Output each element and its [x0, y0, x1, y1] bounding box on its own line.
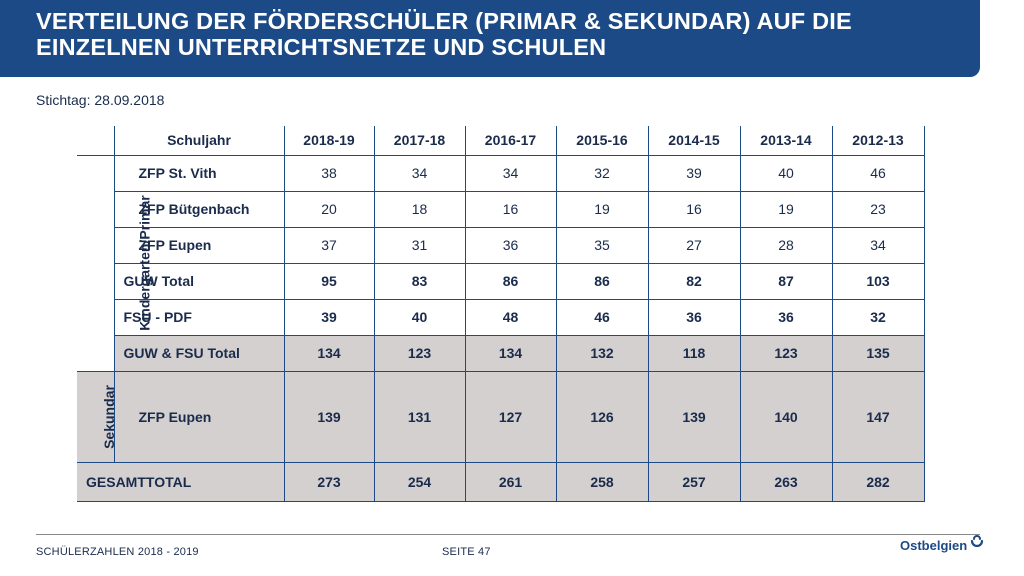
row-label: GESAMTTOTAL: [77, 462, 285, 502]
table-cell: 31: [374, 227, 466, 264]
table-cell: 86: [465, 263, 557, 300]
table-cell: 32: [556, 155, 649, 192]
reference-date: Stichtag: 28.09.2018: [36, 92, 165, 108]
table-row: GUW Total 95 83 86 86 82 87 103: [77, 263, 925, 300]
slide-title-line-2: EINZELNEN UNTERRICHTSNETZE UND SCHULEN: [36, 34, 607, 60]
logo-wordmark: Ostbelgien: [900, 538, 968, 553]
row-label: GUW & FSU Total: [114, 335, 285, 372]
table-cell: 39: [648, 155, 741, 192]
footer-page-number: SEITE 47: [442, 546, 491, 558]
slide-title: VERTEILUNG DER FÖRDERSCHÜLER (PRIMAR & S…: [36, 8, 966, 60]
table-cell: 34: [832, 227, 925, 264]
table-cell: 34: [465, 155, 557, 192]
header-year: 2015-16: [556, 126, 649, 156]
table-cell: 46: [832, 155, 925, 192]
table-cell: 40: [740, 155, 833, 192]
table-cell: 20: [284, 191, 375, 228]
header-year: 2014-15: [648, 126, 741, 156]
table-cell: 257: [648, 462, 741, 502]
ostbelgien-logo: Ostbelgien: [900, 535, 984, 553]
table-cell: 86: [556, 263, 649, 300]
table-cell: 82: [648, 263, 741, 300]
table-cell: 118: [648, 335, 741, 372]
table-cell: 123: [374, 335, 466, 372]
table-cell: 87: [740, 263, 833, 300]
table-cell: 16: [648, 191, 741, 228]
header-band: [0, 0, 980, 77]
table-header-row: Schuljahr 2018-19 2017-18 2016-17 2015-1…: [77, 126, 925, 156]
header-year: 2017-18: [374, 126, 466, 156]
table-cell: 18: [374, 191, 466, 228]
row-label: GUW Total: [114, 263, 285, 300]
table-cell: 46: [556, 299, 649, 336]
table-row-total: GESAMTTOTAL 273 254 261 258 257 263 282: [77, 462, 925, 502]
table-cell: 261: [465, 462, 557, 502]
table-row: ZFP Eupen 37 31 36 35 27 28 34: [77, 227, 925, 264]
slide-title-line-1: VERTEILUNG DER FÖRDERSCHÜLER (PRIMAR & S…: [36, 8, 852, 34]
row-label: ZFP St. Vith: [114, 155, 285, 192]
table-cell: 16: [465, 191, 557, 228]
group-label-sekundar-text: Sekundar: [100, 384, 117, 449]
table-cell: 139: [648, 371, 741, 463]
table-cell: 135: [832, 335, 925, 372]
table-cell: 134: [284, 335, 375, 372]
table-cell: 134: [465, 335, 557, 372]
table-cell: 95: [284, 263, 375, 300]
pupil-distribution-table: Schuljahr 2018-19 2017-18 2016-17 2015-1…: [77, 126, 925, 502]
row-label: ZFP Eupen: [114, 227, 285, 264]
row-label: ZFP Bütgenbach: [114, 191, 285, 228]
header-year: 2012-13: [832, 126, 925, 156]
table-row: Sekundar ZFP Eupen 139 131 127 126 139 1…: [77, 371, 925, 463]
table-cell: 23: [832, 191, 925, 228]
footer-divider: [36, 534, 980, 535]
table-cell: 103: [832, 263, 925, 300]
table-cell: 123: [740, 335, 833, 372]
table-cell: 40: [374, 299, 466, 336]
logo-swirl-icon: [970, 533, 984, 552]
table-cell: 132: [556, 335, 649, 372]
table-cell: 19: [740, 191, 833, 228]
row-label: ZFP Eupen: [114, 371, 285, 463]
table-cell: 38: [284, 155, 375, 192]
table-cell: 37: [284, 227, 375, 264]
header-year: 2018-19: [284, 126, 375, 156]
table-cell: 36: [465, 227, 557, 264]
table-cell: 126: [556, 371, 649, 463]
footer-document-title: SCHÜLERZAHLEN 2018 - 2019: [36, 546, 199, 558]
table-cell: 48: [465, 299, 557, 336]
corner-cell: [77, 126, 114, 155]
table-cell: 27: [648, 227, 741, 264]
table-cell: 32: [832, 299, 925, 336]
table-cell: 147: [832, 371, 925, 463]
table-cell: 19: [556, 191, 649, 228]
group-label-sekundar: Sekundar: [77, 371, 117, 463]
table-row: GUW & FSU Total 134 123 134 132 118 123 …: [77, 335, 925, 372]
table-cell: 263: [740, 462, 833, 502]
row-label: FSU - PDF: [114, 299, 285, 336]
table-cell: 36: [648, 299, 741, 336]
table-cell: 36: [740, 299, 833, 336]
table-row: FSU - PDF 39 40 48 46 36 36 32: [77, 299, 925, 336]
table-cell: 258: [556, 462, 649, 502]
table-cell: 282: [832, 462, 925, 502]
table-row: ZFP Bütgenbach 20 18 16 19 16 19 23: [77, 191, 925, 228]
table-row: Kindergarten/Primar ZFP St. Vith 38 34 3…: [77, 154, 925, 372]
table-cell: 34: [374, 155, 466, 192]
table-cell: 254: [374, 462, 466, 502]
table-cell: 131: [374, 371, 466, 463]
header-schuljahr: Schuljahr: [113, 126, 285, 156]
group-label-primar-text: Kindergarten/Primar: [136, 195, 153, 331]
table-cell: 39: [284, 299, 375, 336]
table-cell: 127: [465, 371, 557, 463]
header-year: 2013-14: [740, 126, 833, 156]
group-label-primar: Kindergarten/Primar: [77, 154, 153, 372]
header-year: 2016-17: [465, 126, 557, 156]
table-cell: 35: [556, 227, 649, 264]
table-cell: 28: [740, 227, 833, 264]
table-cell: 83: [374, 263, 466, 300]
table-cell: 140: [740, 371, 833, 463]
table-cell: 139: [284, 371, 375, 463]
table-cell: 273: [284, 462, 375, 502]
